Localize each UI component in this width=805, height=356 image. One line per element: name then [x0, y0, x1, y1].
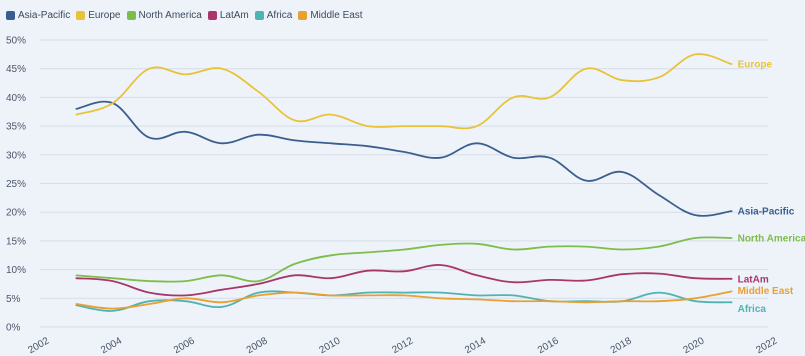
x-tick-label: 2016 — [536, 335, 561, 356]
y-tick-label: 25% — [6, 179, 26, 190]
x-tick-label: 2004 — [99, 335, 124, 356]
y-tick-label: 35% — [6, 122, 26, 133]
y-tick-label: 10% — [6, 265, 26, 276]
legend-swatch — [6, 10, 15, 20]
x-tick-label: 2008 — [245, 335, 270, 356]
y-tick-label: 30% — [6, 150, 26, 161]
x-tick-label: 2010 — [318, 335, 343, 356]
legend: Asia-Pacific Europe North America LatAm Afri… — [6, 6, 363, 24]
series-line-asia-pacific — [75, 100, 733, 217]
end-label-asia-pacific: Asia-Pacific — [738, 207, 795, 218]
series-line-north-america — [75, 236, 733, 283]
legend-item-latam: LatAm — [207, 9, 249, 21]
y-tick-label: 50% — [6, 36, 26, 47]
series-line-middle-east — [75, 290, 733, 310]
y-tick-label: 45% — [6, 64, 26, 75]
x-tick-label: 2022 — [754, 335, 779, 356]
end-label-middle-east: Middle East — [738, 286, 794, 297]
legend-item-europe: Europe — [76, 9, 121, 21]
end-label-north-america: North America — [738, 234, 805, 245]
y-tick-label: 40% — [6, 93, 26, 104]
legend-label: Africa — [266, 9, 293, 21]
y-tick-label: 5% — [6, 294, 21, 305]
series-line-latam — [75, 264, 733, 297]
legend-item-middle-east: Middle East — [298, 9, 363, 21]
legend-label: Middle East — [310, 9, 363, 21]
end-label-africa: Africa — [738, 304, 767, 315]
legend-swatch — [298, 10, 308, 20]
end-label-latam: LatAm — [738, 274, 769, 285]
x-tick-label: 2006 — [172, 335, 197, 356]
legend-swatch — [76, 10, 86, 20]
x-tick-label: 2020 — [682, 335, 707, 356]
x-tick-label: 2014 — [463, 335, 488, 356]
x-tick-label: 2018 — [609, 335, 634, 356]
legend-swatch — [126, 10, 136, 20]
legend-label: LatAm — [219, 9, 249, 21]
series-line-europe — [75, 53, 733, 130]
legend-label: Europe — [88, 9, 121, 21]
y-tick-label: 15% — [6, 236, 26, 247]
end-label-europe: Europe — [738, 60, 773, 71]
legend-swatch — [207, 10, 217, 20]
legend-item-africa: Africa — [254, 9, 293, 21]
legend-item-north-america: North America — [126, 9, 202, 21]
x-tick-label: 2012 — [390, 335, 415, 356]
y-tick-label: 20% — [6, 208, 26, 219]
x-tick-label: 2002 — [26, 335, 51, 356]
legend-swatch — [254, 10, 264, 20]
legend-label: North America — [138, 9, 202, 21]
legend-item-asia-pacific: Asia-Pacific — [6, 10, 70, 21]
legend-label: Asia-Pacific — [18, 9, 71, 21]
y-tick-label: 0% — [6, 323, 21, 334]
